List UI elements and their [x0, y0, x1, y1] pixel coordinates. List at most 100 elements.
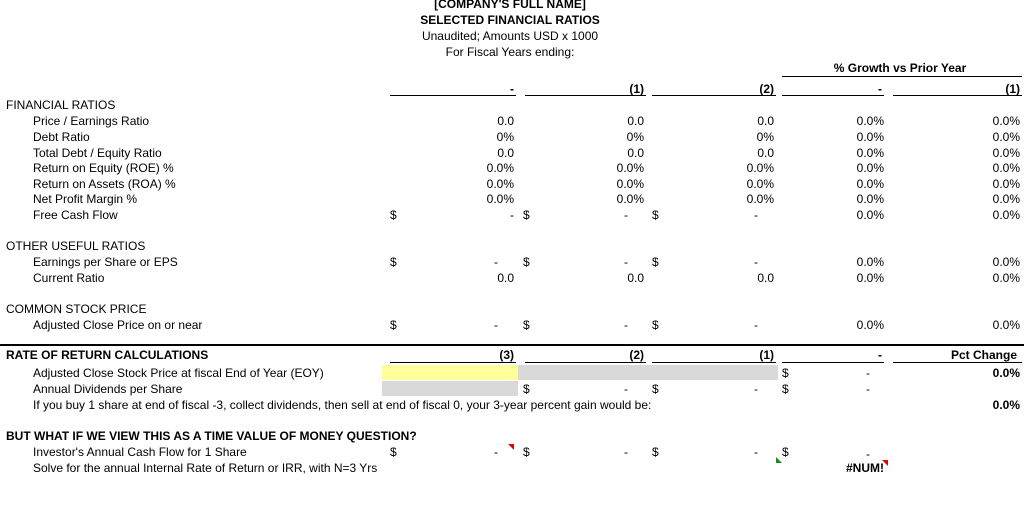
value-cell[interactable]: -	[624, 255, 628, 269]
ror-underline-1	[525, 362, 646, 363]
col-underline-3	[782, 95, 884, 96]
col-underline-4	[893, 95, 1022, 96]
ror-underline-2	[652, 362, 776, 363]
value-cell[interactable]: 0.0	[627, 114, 644, 128]
pct-change-cell[interactable]: 0.0%	[992, 366, 1020, 380]
value-cell[interactable]: -	[510, 208, 514, 222]
section-divider	[0, 344, 1024, 346]
value-cell[interactable]: 0.0	[497, 271, 514, 285]
ror-col-header-1: (1)	[759, 348, 774, 362]
growth-cell[interactable]: 0.0%	[992, 177, 1020, 191]
row-label: Total Debt / Equity Ratio	[33, 146, 162, 160]
growth-cell[interactable]: 0.0%	[856, 114, 884, 128]
comment-marker-icon[interactable]	[882, 460, 888, 466]
value-cell[interactable]: 0.0%	[616, 192, 644, 206]
currency-symbol: $	[390, 208, 397, 222]
comment-marker-icon[interactable]	[508, 444, 514, 450]
tvm-heading: BUT WHAT IF WE VIEW THIS AS A TIME VALUE…	[6, 429, 417, 443]
col-underline-0	[390, 95, 516, 96]
currency-symbol: $	[652, 445, 659, 459]
growth-cell[interactable]: 0.0%	[992, 271, 1020, 285]
value-cell[interactable]: -	[754, 255, 758, 269]
ror-heading: RATE OF RETURN CALCULATIONS	[6, 348, 209, 362]
value-cell[interactable]: 0.0	[757, 146, 774, 160]
value-cell[interactable]: -	[624, 318, 628, 332]
col-header-growth-1: (1)	[1005, 82, 1020, 96]
value-cell[interactable]: 0.0%	[746, 177, 774, 191]
growth-cell[interactable]: 0.0%	[992, 208, 1020, 222]
col-underline-1	[525, 95, 646, 96]
value-cell[interactable]: -	[494, 318, 498, 332]
row-label: Investor's Annual Cash Flow for 1 Share	[33, 445, 247, 459]
value-cell[interactable]: 0.0	[497, 114, 514, 128]
ror-col-header-0: -	[878, 348, 882, 362]
value-cell[interactable]: 0%	[496, 130, 514, 144]
growth-cell[interactable]: 0.0%	[992, 255, 1020, 269]
row-label: Annual Dividends per Share	[33, 382, 183, 396]
currency-symbol: $	[652, 318, 659, 332]
dividend-input-grey[interactable]	[382, 381, 518, 396]
ror-underline-3	[782, 362, 884, 363]
value-cell[interactable]: -	[754, 208, 758, 222]
value-cell[interactable]: 0%	[626, 130, 644, 144]
growth-cell[interactable]: 0.0%	[856, 192, 884, 206]
value-cell[interactable]: -	[866, 366, 870, 380]
value-cell[interactable]: -	[754, 445, 758, 459]
value-cell[interactable]: 0.0	[497, 146, 514, 160]
row-label: Return on Equity (ROE) %	[33, 161, 174, 175]
row-label: Free Cash Flow	[33, 208, 118, 222]
value-cell[interactable]: -	[494, 255, 498, 269]
growth-cell[interactable]: 0.0%	[856, 255, 884, 269]
row-label: Return on Assets (ROA) %	[33, 177, 176, 191]
value-cell[interactable]: 0.0%	[616, 177, 644, 191]
value-cell[interactable]: -	[866, 382, 870, 396]
error-check-marker-icon[interactable]	[776, 457, 782, 463]
report-title: SELECTED FINANCIAL RATIOS	[420, 13, 600, 27]
value-cell[interactable]: -	[624, 382, 628, 396]
value-cell[interactable]: -	[866, 447, 870, 461]
three-year-gain-cell[interactable]: 0.0%	[992, 398, 1020, 412]
value-cell[interactable]: 0.0%	[746, 192, 774, 206]
growth-cell[interactable]: 0.0%	[856, 318, 884, 332]
growth-cell[interactable]: 0.0%	[856, 130, 884, 144]
growth-cell[interactable]: 0.0%	[856, 146, 884, 160]
value-cell[interactable]: 0.0%	[486, 161, 514, 175]
ror-col-header-2: (2)	[629, 348, 644, 362]
growth-cell[interactable]: 0.0%	[856, 177, 884, 191]
eoy-input-yellow[interactable]	[382, 365, 518, 380]
growth-cell[interactable]: 0.0%	[992, 114, 1020, 128]
value-cell[interactable]: -	[754, 382, 758, 396]
value-cell[interactable]: 0.0%	[746, 161, 774, 175]
value-cell[interactable]: 0.0	[757, 114, 774, 128]
value-cell[interactable]: 0.0%	[486, 192, 514, 206]
growth-cell[interactable]: 0.0%	[992, 318, 1020, 332]
col-header-growth-0: -	[878, 82, 882, 96]
growth-cell[interactable]: 0.0%	[856, 208, 884, 222]
row-label: Adjusted Close Price on or near	[33, 318, 203, 332]
growth-cell[interactable]: 0.0%	[992, 161, 1020, 175]
value-cell[interactable]: -	[754, 318, 758, 332]
value-cell[interactable]: 0%	[756, 130, 774, 144]
growth-cell[interactable]: 0.0%	[856, 271, 884, 285]
row-label: Earnings per Share or EPS	[33, 255, 178, 269]
growth-cell[interactable]: 0.0%	[992, 146, 1020, 160]
growth-cell[interactable]: 0.0%	[992, 130, 1020, 144]
value-cell[interactable]: 0.0	[757, 271, 774, 285]
growth-cell[interactable]: 0.0%	[856, 161, 884, 175]
value-cell[interactable]: -	[494, 445, 498, 459]
value-cell[interactable]: 0.0%	[616, 161, 644, 175]
currency-symbol: $	[652, 208, 659, 222]
growth-cell[interactable]: 0.0%	[992, 192, 1020, 206]
eoy-input-grey[interactable]	[518, 365, 778, 380]
value-cell[interactable]: 0.0%	[486, 177, 514, 191]
currency-symbol: $	[782, 445, 789, 459]
gain-explanation: If you buy 1 share at end of fiscal -3, …	[33, 398, 652, 412]
value-cell[interactable]: -	[624, 445, 628, 459]
value-cell[interactable]: 0.0	[627, 271, 644, 285]
irr-result-cell[interactable]: #NUM!	[846, 461, 884, 475]
fiscal-years-label: For Fiscal Years ending:	[445, 45, 575, 59]
value-cell[interactable]: -	[624, 208, 628, 222]
row-label: Solve for the annual Internal Rate of Re…	[33, 461, 378, 475]
value-cell[interactable]: 0.0	[627, 146, 644, 160]
currency-symbol: $	[390, 255, 397, 269]
